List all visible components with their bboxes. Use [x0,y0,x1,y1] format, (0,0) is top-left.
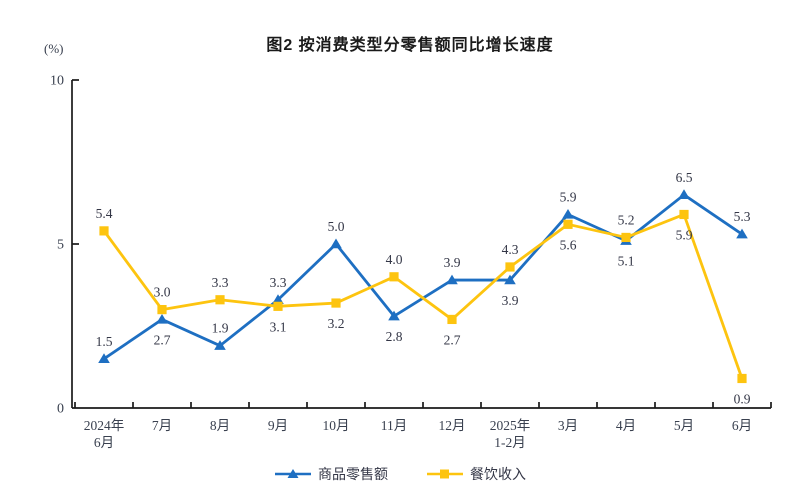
data-point-label: 2.7 [154,332,171,347]
x-tick-label: 11月 [381,418,408,433]
data-point-label: 3.3 [212,275,229,290]
data-point-label: 5.4 [96,206,113,221]
data-point-label: 3.9 [502,293,519,308]
x-tick-label: 7月 [152,418,172,433]
x-tick-label: 9月 [268,418,288,433]
x-tick-label: 2024年 6月 [84,418,125,450]
data-point-label: 4.0 [386,252,403,267]
data-point-label: 1.9 [212,321,229,336]
x-tick-label: 8月 [210,418,230,433]
y-axis-unit-label: (%) [44,41,64,56]
data-point-label: 3.9 [444,255,461,270]
data-point-label: 5.1 [618,254,635,269]
legend-item-catering: 餐饮收入 [426,464,526,484]
data-point-label: 5.3 [734,209,751,224]
data-point-label: 3.1 [270,319,287,334]
y-tick-label: 10 [50,74,64,89]
data-point-label: 0.9 [734,391,751,406]
data-point-label: 5.2 [618,212,635,227]
legend-item-goods: 商品零售额 [274,464,388,484]
x-tick-label: 5月 [674,418,694,433]
legend-label-catering: 餐饮收入 [470,468,526,483]
data-point-label: 3.0 [154,285,171,300]
x-tick-label: 2025年 1-2月 [490,418,531,450]
x-tick-label: 6月 [732,418,752,433]
chart-title: 图2 按消费类型分零售额同比增长速度 [266,37,554,54]
data-point-label: 2.8 [386,329,403,344]
x-tick-label: 10月 [323,418,350,433]
y-tick-label: 0 [57,402,64,417]
x-tick-label: 12月 [439,418,466,433]
data-point-label: 1.5 [96,334,113,349]
data-point-label: 3.2 [328,316,345,331]
goods-line-marker-icon [275,469,311,478]
x-tick-label: 4月 [616,418,636,433]
chart-legend: 商品零售额 餐饮收入 [0,464,800,484]
data-point-label: 5.9 [676,227,693,242]
data-point-label: 6.5 [676,170,693,185]
data-point-label: 5.0 [328,219,345,234]
data-point-label: 5.9 [560,189,577,204]
catering-line-marker-icon [427,469,463,479]
data-point-label: 5.6 [560,237,577,252]
data-point-label: 3.3 [270,275,287,290]
y-tick-label: 5 [57,238,64,253]
x-tick-label: 3月 [558,418,578,433]
chart-plot: 0 5 10 2024年 6月 7月 8月 9月 10月 11月 12月 2025年 1-2月 3月 4月 5… [50,74,772,450]
data-point-label: 2.7 [444,332,461,347]
data-point-label: 4.3 [502,242,519,257]
legend-label-goods: 商品零售额 [318,468,388,483]
